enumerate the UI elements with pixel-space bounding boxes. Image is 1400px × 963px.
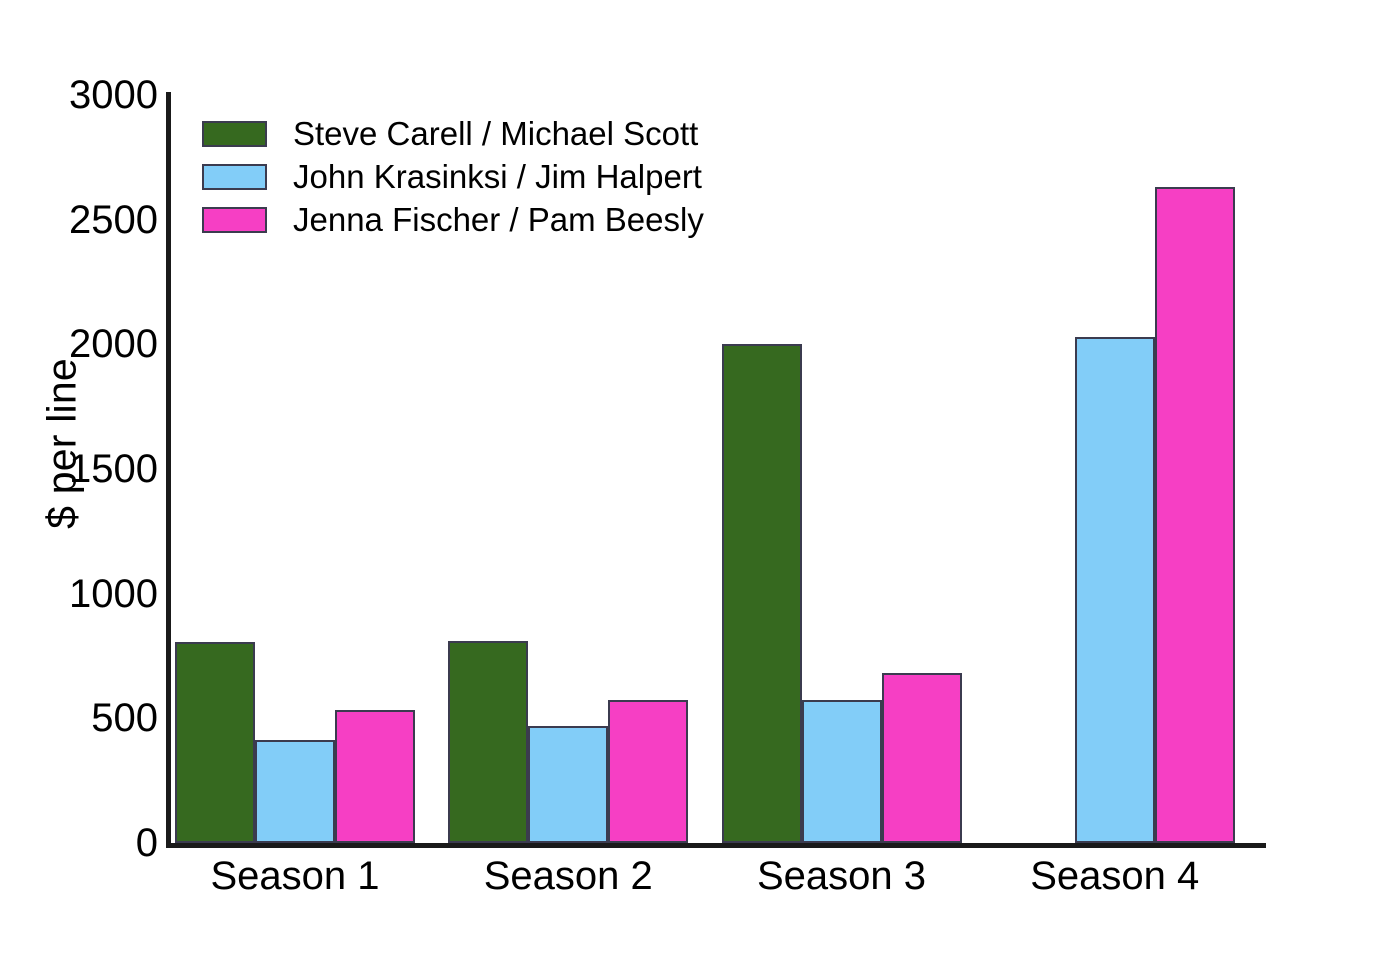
legend-item: Jenna Fischer / Pam Beesly <box>202 198 822 241</box>
x-tick-label: Season 3 <box>756 854 927 898</box>
bar <box>721 344 802 843</box>
legend-label: John Krasinksi / Jim Halpert <box>293 157 702 195</box>
x-tick-label: Season 2 <box>483 854 653 898</box>
x-axis-tick-labels: Season 1 Season 2 Season 3 Season 4 <box>172 852 1265 912</box>
bar <box>1074 336 1155 843</box>
legend-label: Jenna Fischer / Pam Beesly <box>293 200 704 238</box>
legend-swatch-icon <box>202 206 267 233</box>
x-tick-label: Season 4 <box>1030 854 1200 898</box>
legend-swatch-icon <box>202 120 267 147</box>
bar <box>175 642 255 843</box>
legend: Steve Carell / Michael Scott John Krasink… <box>202 112 822 241</box>
y-axis-tick-labels: 0 500 1000 1500 2000 2500 3000 <box>0 0 158 963</box>
y-tick-label: 500 <box>91 696 158 741</box>
bar <box>255 739 335 843</box>
y-tick-label: 2500 <box>69 197 158 242</box>
bar <box>1154 187 1235 843</box>
y-tick-label: 3000 <box>69 73 158 117</box>
y-tick-label: 2000 <box>69 322 158 367</box>
bar <box>801 699 882 843</box>
y-tick-label: 1000 <box>69 571 158 616</box>
y-axis-line <box>166 92 171 846</box>
bars-layer <box>172 95 1265 843</box>
bar <box>881 673 962 843</box>
bar <box>608 699 689 843</box>
x-axis-line <box>166 843 1266 848</box>
legend-label: Steve Carell / Michael Scott <box>293 114 699 152</box>
y-tick-label: 1500 <box>69 447 158 491</box>
bar <box>448 641 529 843</box>
y-tick-label: 0 <box>135 821 158 865</box>
legend-swatch-icon <box>202 163 267 190</box>
legend-item: Steve Carell / Michael Scott <box>202 112 822 155</box>
bar <box>335 709 415 843</box>
x-tick-label: Season 1 <box>210 854 380 898</box>
legend-item: John Krasinksi / Jim Halpert <box>202 155 822 198</box>
bar <box>528 725 609 843</box>
